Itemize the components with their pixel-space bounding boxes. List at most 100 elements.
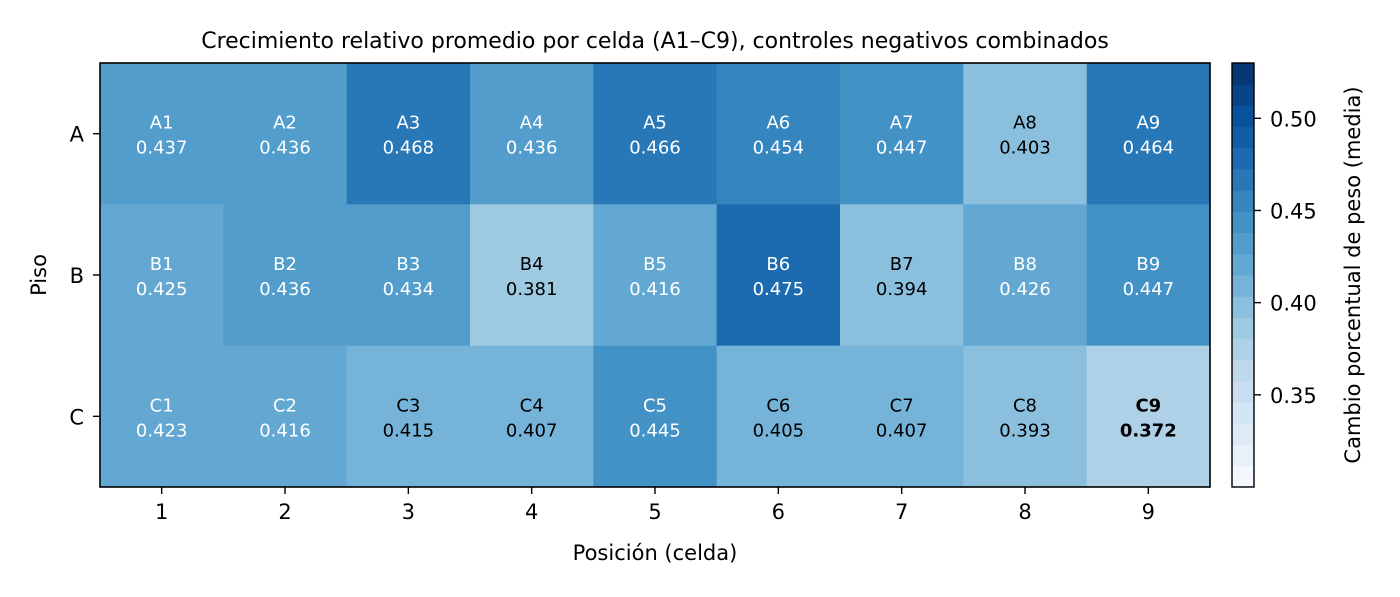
x-tick-label-3: 3 bbox=[402, 500, 415, 524]
colorbar-frame bbox=[1231, 62, 1255, 488]
colorbar-band-13 bbox=[1232, 211, 1254, 234]
heatmap-cell-C9 bbox=[1086, 345, 1211, 488]
x-tick-label-6: 6 bbox=[772, 500, 785, 524]
heatmap-cell-A2 bbox=[223, 63, 348, 205]
cell-label-A6: A6 bbox=[766, 113, 790, 134]
colorbar-tick-label-2: 0.45 bbox=[1270, 199, 1317, 223]
colorbar-band-11 bbox=[1232, 253, 1254, 276]
cell-value-C1: 0.423 bbox=[136, 420, 188, 441]
x-tick-label-1: 1 bbox=[155, 500, 168, 524]
colorbar-band-8 bbox=[1232, 317, 1254, 340]
cell-value-A9: 0.464 bbox=[1123, 138, 1175, 159]
cell-label-A1: A1 bbox=[150, 113, 174, 134]
heatmap-cell-C7 bbox=[840, 345, 964, 488]
cell-value-A4: 0.436 bbox=[506, 138, 558, 159]
x-tick-label-8: 8 bbox=[1018, 500, 1031, 524]
colorbar-band-20 bbox=[1232, 63, 1254, 85]
colorbar-band-16 bbox=[1232, 147, 1254, 170]
cell-value-C9: 0.372 bbox=[1120, 420, 1177, 441]
cell-value-B7: 0.394 bbox=[876, 279, 928, 300]
cell-value-A3: 0.468 bbox=[383, 138, 435, 159]
heatmap-cell-A4 bbox=[470, 63, 594, 205]
cell-value-B5: 0.416 bbox=[629, 279, 681, 300]
cell-value-B4: 0.381 bbox=[506, 279, 558, 300]
x-tick-label-4: 4 bbox=[525, 500, 538, 524]
colorbar-band-7 bbox=[1232, 338, 1254, 361]
cell-value-C7: 0.407 bbox=[876, 420, 928, 441]
colorbar-band-10 bbox=[1232, 275, 1254, 297]
cell-label-C2: C2 bbox=[273, 395, 297, 416]
cell-value-B1: 0.425 bbox=[136, 279, 188, 300]
cell-value-C8: 0.393 bbox=[999, 420, 1051, 441]
colorbar-band-9 bbox=[1232, 296, 1254, 318]
cell-label-B2: B2 bbox=[273, 254, 297, 275]
x-axis-label: Posición (celda) bbox=[573, 541, 738, 565]
cell-value-A2: 0.436 bbox=[259, 138, 311, 159]
cell-label-C7: C7 bbox=[890, 395, 914, 416]
colorbar-band-17 bbox=[1232, 126, 1254, 149]
cell-value-C3: 0.415 bbox=[383, 420, 435, 441]
colorbar-label: Cambio porcentual de peso (media) bbox=[1341, 86, 1365, 463]
cell-value-A5: 0.466 bbox=[629, 138, 681, 159]
heatmap-cell-B9 bbox=[1086, 204, 1211, 347]
cell-label-A8: A8 bbox=[1013, 113, 1037, 134]
cell-label-C9: C9 bbox=[1135, 395, 1161, 416]
colorbar-band-18 bbox=[1232, 105, 1254, 128]
heatmap-cell-B6 bbox=[716, 204, 841, 347]
heatmap-cell-A1 bbox=[100, 63, 224, 205]
cell-label-B4: B4 bbox=[520, 254, 544, 275]
heatmap-cell-C2 bbox=[223, 345, 348, 488]
heatmap-cell-C6 bbox=[716, 345, 841, 488]
heatmap-cell-A3 bbox=[346, 63, 471, 205]
colorbar-band-15 bbox=[1232, 169, 1254, 191]
colorbar-band-12 bbox=[1232, 232, 1254, 255]
heatmap-cell-A6 bbox=[716, 63, 841, 205]
cell-value-B3: 0.434 bbox=[383, 279, 435, 300]
cell-label-C1: C1 bbox=[150, 395, 174, 416]
heatmap-cell-C3 bbox=[346, 345, 471, 488]
cell-value-A6: 0.454 bbox=[753, 138, 805, 159]
heatmap-cell-B8 bbox=[963, 204, 1088, 347]
heatmap-cell-C1 bbox=[100, 345, 224, 488]
cell-label-A9: A9 bbox=[1136, 113, 1160, 134]
chart-title: Crecimiento relativo promedio por celda … bbox=[201, 29, 1109, 54]
cell-label-C8: C8 bbox=[1013, 395, 1037, 416]
cell-value-B6: 0.475 bbox=[753, 279, 805, 300]
cell-value-B9: 0.447 bbox=[1123, 279, 1175, 300]
cell-value-C2: 0.416 bbox=[259, 420, 311, 441]
colorbar-band-19 bbox=[1232, 84, 1254, 106]
y-tick-label-C: C bbox=[69, 405, 84, 429]
cell-value-C4: 0.407 bbox=[506, 420, 558, 441]
heatmap-cell-B3 bbox=[346, 204, 471, 347]
cell-value-A8: 0.403 bbox=[999, 138, 1051, 159]
cell-label-C6: C6 bbox=[766, 395, 790, 416]
cell-label-A7: A7 bbox=[890, 113, 914, 134]
cell-label-B9: B9 bbox=[1136, 254, 1160, 275]
cell-label-C5: C5 bbox=[643, 395, 667, 416]
colorbar-band-6 bbox=[1232, 359, 1254, 382]
heatmap-cell-B1 bbox=[100, 204, 224, 347]
cell-label-A3: A3 bbox=[396, 113, 420, 134]
heatmap-cell-C4 bbox=[470, 345, 594, 488]
cell-label-B6: B6 bbox=[766, 254, 790, 275]
cell-value-A1: 0.437 bbox=[136, 138, 188, 159]
x-tick-label-2: 2 bbox=[278, 500, 291, 524]
cell-label-A2: A2 bbox=[273, 113, 297, 134]
colorbar-band-3 bbox=[1232, 423, 1254, 446]
x-tick-label-5: 5 bbox=[648, 500, 661, 524]
colorbar-band-5 bbox=[1232, 381, 1254, 403]
heatmap-cell-B7 bbox=[840, 204, 964, 347]
colorbar-band-4 bbox=[1232, 402, 1254, 424]
colorbar-band-2 bbox=[1232, 444, 1254, 467]
cell-value-C6: 0.405 bbox=[753, 420, 805, 441]
cell-label-A4: A4 bbox=[520, 113, 544, 134]
heatmap-cell-A8 bbox=[963, 63, 1088, 205]
cell-label-C4: C4 bbox=[520, 395, 544, 416]
cell-value-A7: 0.447 bbox=[876, 138, 928, 159]
colorbar-tick-label-3: 0.50 bbox=[1270, 107, 1317, 131]
cell-label-B1: B1 bbox=[150, 254, 174, 275]
heatmap-cell-C5 bbox=[593, 345, 718, 488]
colorbar-band-1 bbox=[1232, 465, 1254, 488]
y-tick-label-A: A bbox=[70, 123, 85, 147]
